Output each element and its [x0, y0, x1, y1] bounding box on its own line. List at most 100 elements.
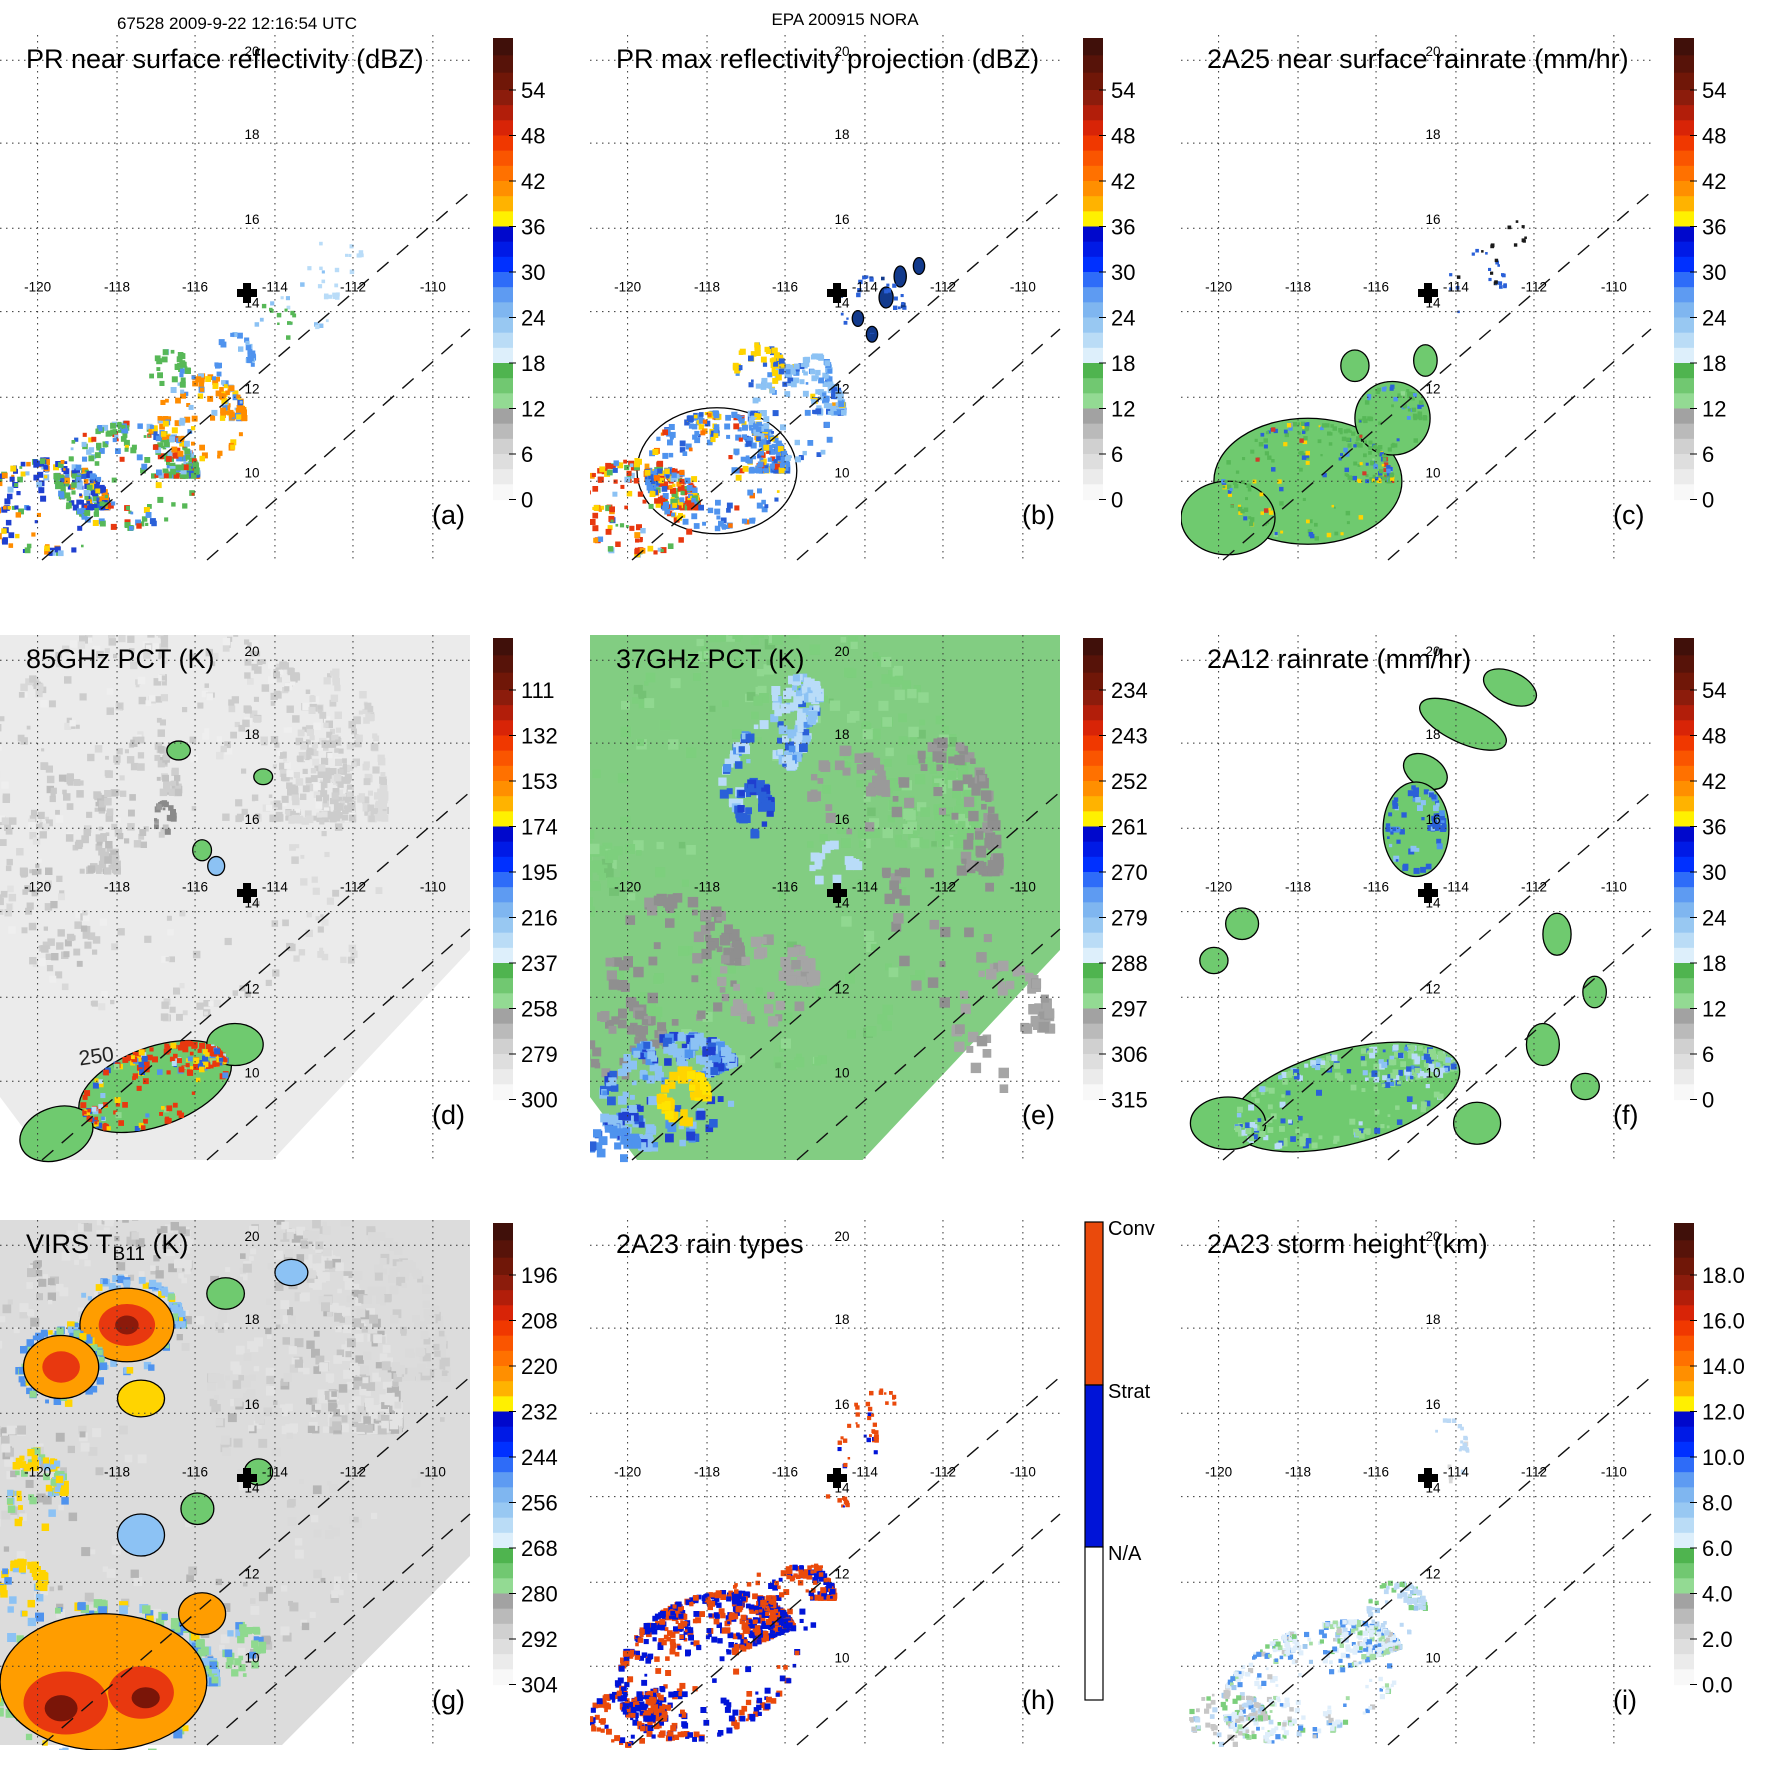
colorbar-tick-label: 6 — [1702, 442, 1714, 467]
lat-tick-label: 16 — [834, 212, 849, 227]
map-i: -120 -118 -116 -114 -112 -1102018161412102A23… — [1181, 1220, 1745, 1747]
lat-tick-label: 20 — [244, 644, 259, 659]
colorbar-tick-label: 54 — [521, 78, 545, 103]
colorbar-tick-label: 0 — [1702, 488, 1714, 513]
graticule — [0, 635, 470, 1160]
colorbar-tick-label: 292 — [521, 1627, 558, 1652]
lon-tick-label: -116 — [182, 880, 208, 895]
panel-c: -120 -118 -116 -114 -112 -110 20 18 16 14 12 10 2A25… — [1180, 35, 1771, 565]
panel-letter: (g) — [432, 1685, 465, 1715]
map-g: -120 -118 -116 -114 -112 -110201816141210VIRS… — [0, 1189, 558, 1764]
map-c: -120 -118 -116 -114 -112 -1102018161412102A25… — [1180, 35, 1726, 561]
lat-tick-label: 18 — [1425, 127, 1440, 142]
lat-tick-label: 18 — [244, 1312, 259, 1327]
lon-tick-label: -114 — [852, 880, 879, 895]
colorbar-tick-label: 216 — [521, 906, 558, 931]
graticule — [0, 1220, 470, 1745]
colorbar-tick-label: 30 — [1702, 260, 1726, 285]
lat-tick-label: 10 — [244, 465, 259, 480]
graticule — [590, 1220, 1060, 1745]
storm-center-cross-icon — [1418, 1468, 1438, 1488]
colorbar-tick-label: 48 — [1702, 724, 1726, 749]
colorbar-tick-label: 12 — [1111, 397, 1135, 422]
lat-tick-label: 10 — [834, 1065, 849, 1080]
panel-letter: (h) — [1022, 1685, 1055, 1715]
lon-tick-label: -112 — [1521, 880, 1547, 895]
colorbar-tick-label: 315 — [1111, 1088, 1148, 1113]
lat-tick-label: 16 — [244, 812, 259, 827]
colorbar-i: 18.0 16.0 14.0 12.0 10.0 8.0 6.0 4.0 2.0 0.0 — [1674, 1223, 1745, 1698]
lat-tick-label: 20 — [834, 44, 849, 59]
map-e: -120 -118 -116 -114 -112 -11020181614121037GH… — [572, 620, 1148, 1163]
colorbar-g: 196 208 220 232 244 256 268 280 292 304 — [493, 1223, 558, 1698]
storm-center-cross-icon — [827, 1468, 847, 1488]
colorbar-tick-label: 12 — [1702, 397, 1726, 422]
lon-tick-label: -114 — [852, 280, 879, 295]
lat-tick-label: 18 — [834, 727, 849, 742]
storm-header: EPA 200915 NORA — [771, 10, 919, 29]
storm-center-cross-icon — [237, 883, 257, 903]
lat-tick-label: 10 — [1425, 465, 1440, 480]
lat-tick-label: 16 — [1425, 1397, 1440, 1412]
data-field — [0, 241, 364, 557]
colorbar-tick-label: 243 — [1111, 724, 1148, 749]
colorbar-tick-label: 8.0 — [1702, 1491, 1733, 1516]
colorbar-tick-label: 36 — [1702, 215, 1726, 240]
panel-title: PR near surface reflectivity (dBZ) — [26, 44, 424, 74]
lon-tick-label: -118 — [694, 880, 720, 895]
lat-tick-label: 10 — [834, 1650, 849, 1665]
colorbar-tick-label: 30 — [1702, 860, 1726, 885]
storm-center-cross-icon — [237, 283, 257, 303]
colorbar-tick-label: 195 — [521, 860, 558, 885]
lon-tick-label: -120 — [24, 880, 51, 895]
colorbar-tick-label: 42 — [521, 169, 545, 194]
lat-tick-label: 18 — [244, 727, 259, 742]
storm-center-cross-icon — [827, 883, 847, 903]
lon-tick-label: -110 — [1010, 880, 1036, 895]
colorbar-tick-label: 36 — [1111, 215, 1135, 240]
colorbar-b: 54 48 42 36 30 24 18 12 6 0 — [1083, 38, 1135, 513]
lat-tick-label: 12 — [1425, 981, 1440, 996]
panel-title: 2A25 near surface rainrate (mm/hr) — [1207, 44, 1629, 74]
colorbar-tick-label: 30 — [1111, 260, 1135, 285]
colorbar-tick-label: 18 — [1702, 351, 1726, 376]
lon-tick-label: -118 — [694, 280, 720, 295]
storm-center-cross-icon — [1418, 283, 1438, 303]
panel-title: 2A23 rain types — [616, 1229, 804, 1259]
panel-title: VIRS TB11 (K) — [26, 1229, 188, 1265]
lon-tick-label: -112 — [340, 880, 366, 895]
colorbar-tick-label: 300 — [521, 1088, 558, 1113]
colorbar-e: 234 243 252 261 270 279 288 297 306 315 — [1083, 638, 1148, 1113]
colorbar-label: N/A — [1108, 1543, 1142, 1565]
panel-title: 2A12 rainrate (mm/hr) — [1207, 644, 1471, 674]
colorbar-tick-label: 12 — [1702, 997, 1726, 1022]
swath-edge-lines — [41, 791, 471, 1161]
colorbar-tick-label: 153 — [521, 769, 558, 794]
map-d: -120 -118 -116 -114 -112 -1102018161412102508… — [0, 615, 558, 1163]
lon-tick-label: -120 — [614, 280, 641, 295]
lat-tick-label: 18 — [1425, 1312, 1440, 1327]
data-field — [587, 1388, 897, 1748]
lat-tick-label: 12 — [244, 1566, 259, 1581]
lon-tick-label: -110 — [1601, 280, 1627, 295]
lon-tick-label: -120 — [1205, 1465, 1232, 1480]
panel-e: -120 -118 -116 -114 -112 -110 20 18 16 14 12 10 37GH… — [572, 620, 1180, 1165]
lon-tick-label: -110 — [1601, 880, 1627, 895]
panel-h: -120 -118 -116 -114 -112 -110 20 18 16 14 12 10 2A23… — [587, 1218, 1180, 1750]
lon-tick-label: -114 — [262, 880, 289, 895]
colorbar-tick-label: 220 — [521, 1354, 558, 1379]
colorbar-h: Conv Strat N/A — [1084, 1218, 1155, 1701]
colorbar-tick-label: 256 — [521, 1491, 558, 1516]
panel-letter: (e) — [1022, 1100, 1055, 1130]
lat-tick-label: 12 — [1425, 1566, 1440, 1581]
colorbar-tick-label: 6 — [521, 442, 533, 467]
panel-title: 85GHz PCT (K) — [26, 644, 215, 674]
panel-letter: (c) — [1613, 500, 1644, 530]
colorbar-tick-label: 24 — [521, 306, 545, 331]
lat-tick-label: 16 — [244, 212, 259, 227]
colorbar-tick-label: 0 — [1702, 1088, 1714, 1113]
lon-tick-label: -118 — [104, 880, 130, 895]
colorbar-tick-label: 232 — [521, 1400, 558, 1425]
swath-edge-lines — [41, 1376, 471, 1746]
